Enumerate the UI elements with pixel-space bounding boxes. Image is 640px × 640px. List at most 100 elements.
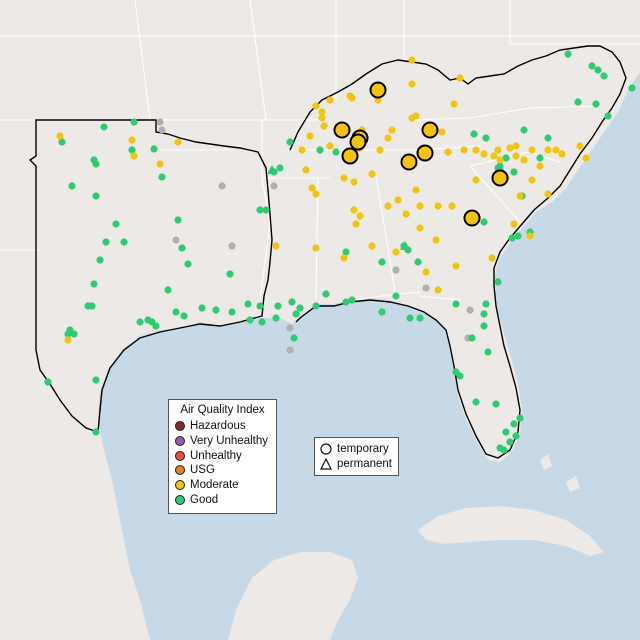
station-marker-nodata (466, 306, 474, 314)
station-marker-good (64, 330, 72, 338)
state-boundaries (0, 0, 640, 301)
station-marker-good (588, 62, 596, 70)
station-marker-good (226, 270, 234, 278)
station-marker-moderate (528, 146, 536, 154)
legend-swatch-good (175, 494, 185, 505)
legend-label: Moderate (190, 479, 239, 492)
station-marker-temporary-moderate[interactable] (341, 147, 359, 165)
station-marker-good (472, 398, 480, 406)
station-marker-moderate (448, 202, 456, 210)
legend-swatch-hazardous (175, 421, 185, 432)
station-marker-moderate (320, 122, 328, 130)
station-marker-moderate (56, 132, 64, 140)
station-marker-temporary-moderate[interactable] (400, 153, 418, 171)
station-marker-good (604, 112, 612, 120)
station-marker-temporary-moderate[interactable] (491, 169, 509, 187)
legend-swatch-usg (175, 465, 185, 476)
legend-item-hazardous: Hazardous (175, 419, 270, 434)
station-marker-good (342, 248, 350, 256)
station-marker-moderate (350, 178, 358, 186)
station-marker-nodata (156, 118, 164, 126)
station-marker-good (272, 314, 280, 322)
station-marker-moderate (480, 150, 488, 158)
station-marker-good (536, 154, 544, 162)
station-marker-good (292, 310, 300, 318)
station-marker-moderate (312, 190, 320, 198)
station-marker-moderate (512, 142, 520, 150)
station-marker-good (510, 168, 518, 176)
station-marker-moderate (384, 202, 392, 210)
land-bahamas (540, 454, 580, 492)
station-marker-good (456, 372, 464, 380)
station-marker-good (378, 258, 386, 266)
station-marker-good (416, 314, 424, 322)
station-marker-moderate (346, 92, 354, 100)
station-marker-temporary-moderate[interactable] (421, 121, 439, 139)
station-marker-good (502, 428, 510, 436)
station-marker-good (296, 304, 304, 312)
station-marker-good (592, 100, 600, 108)
station-marker-moderate (174, 138, 182, 146)
station-marker-good (316, 146, 324, 154)
station-marker-nodata (218, 182, 226, 190)
station-marker-moderate (128, 136, 136, 144)
station-marker-moderate (318, 108, 326, 116)
legend-item-good: Good (175, 492, 270, 507)
station-marker-good (480, 310, 488, 318)
station-marker-good (92, 192, 100, 200)
station-marker-good (128, 146, 136, 154)
station-marker-good (180, 312, 188, 320)
station-marker-good (392, 292, 400, 300)
aqi-legend-title: Air Quality Index (180, 404, 265, 416)
station-marker-moderate (64, 336, 72, 344)
station-marker-nodata (286, 346, 294, 354)
station-marker-moderate (416, 224, 424, 232)
station-marker-good (102, 238, 110, 246)
station-marker-moderate (582, 154, 590, 162)
station-marker-nodata (422, 284, 430, 292)
station-marker-moderate (494, 146, 502, 154)
station-marker-moderate (326, 96, 334, 104)
station-marker-good (212, 306, 220, 314)
station-marker-moderate (472, 176, 480, 184)
station-marker-moderate (130, 152, 138, 160)
station-marker-temporary-moderate[interactable] (333, 121, 351, 139)
legend-item-unhealthy: Unhealthy (175, 448, 270, 463)
station-marker-temporary-moderate[interactable] (463, 209, 481, 227)
station-marker-good (96, 256, 104, 264)
station-marker-moderate (384, 134, 392, 142)
station-marker-moderate (576, 142, 584, 150)
station-marker-good (494, 278, 502, 286)
station-marker-good (256, 206, 264, 214)
station-marker-moderate (416, 202, 424, 210)
station-marker-good (184, 260, 192, 268)
station-marker-temporary-moderate[interactable] (349, 133, 367, 151)
station-marker-good (482, 300, 490, 308)
station-marker-temporary-moderate[interactable] (416, 144, 434, 162)
land-yucatan (228, 552, 358, 640)
legend-label: Good (190, 493, 219, 506)
station-marker-moderate (434, 286, 442, 294)
legend-label: Very Unhealthy (190, 435, 268, 448)
station-marker-good (44, 378, 52, 386)
station-marker-permanent (495, 163, 505, 172)
station-marker-good (92, 428, 100, 436)
legend-swatch-unhealthy (175, 450, 185, 461)
station-marker-good (120, 238, 128, 246)
station-marker-good (228, 308, 236, 316)
station-marker-moderate (496, 156, 504, 164)
station-marker-good (500, 446, 508, 454)
station-marker-moderate (340, 254, 348, 262)
station-marker-good (92, 376, 100, 384)
station-marker-nodata (270, 182, 278, 190)
station-marker-moderate (544, 190, 552, 198)
station-marker-moderate (488, 254, 496, 262)
station-marker-moderate (432, 236, 440, 244)
station-marker-temporary-moderate[interactable] (369, 81, 387, 99)
station-marker-good (594, 66, 602, 74)
station-marker-moderate (528, 176, 536, 184)
station-marker-nodata (286, 324, 294, 332)
station-marker-moderate (368, 170, 376, 178)
station-marker-good (174, 216, 182, 224)
